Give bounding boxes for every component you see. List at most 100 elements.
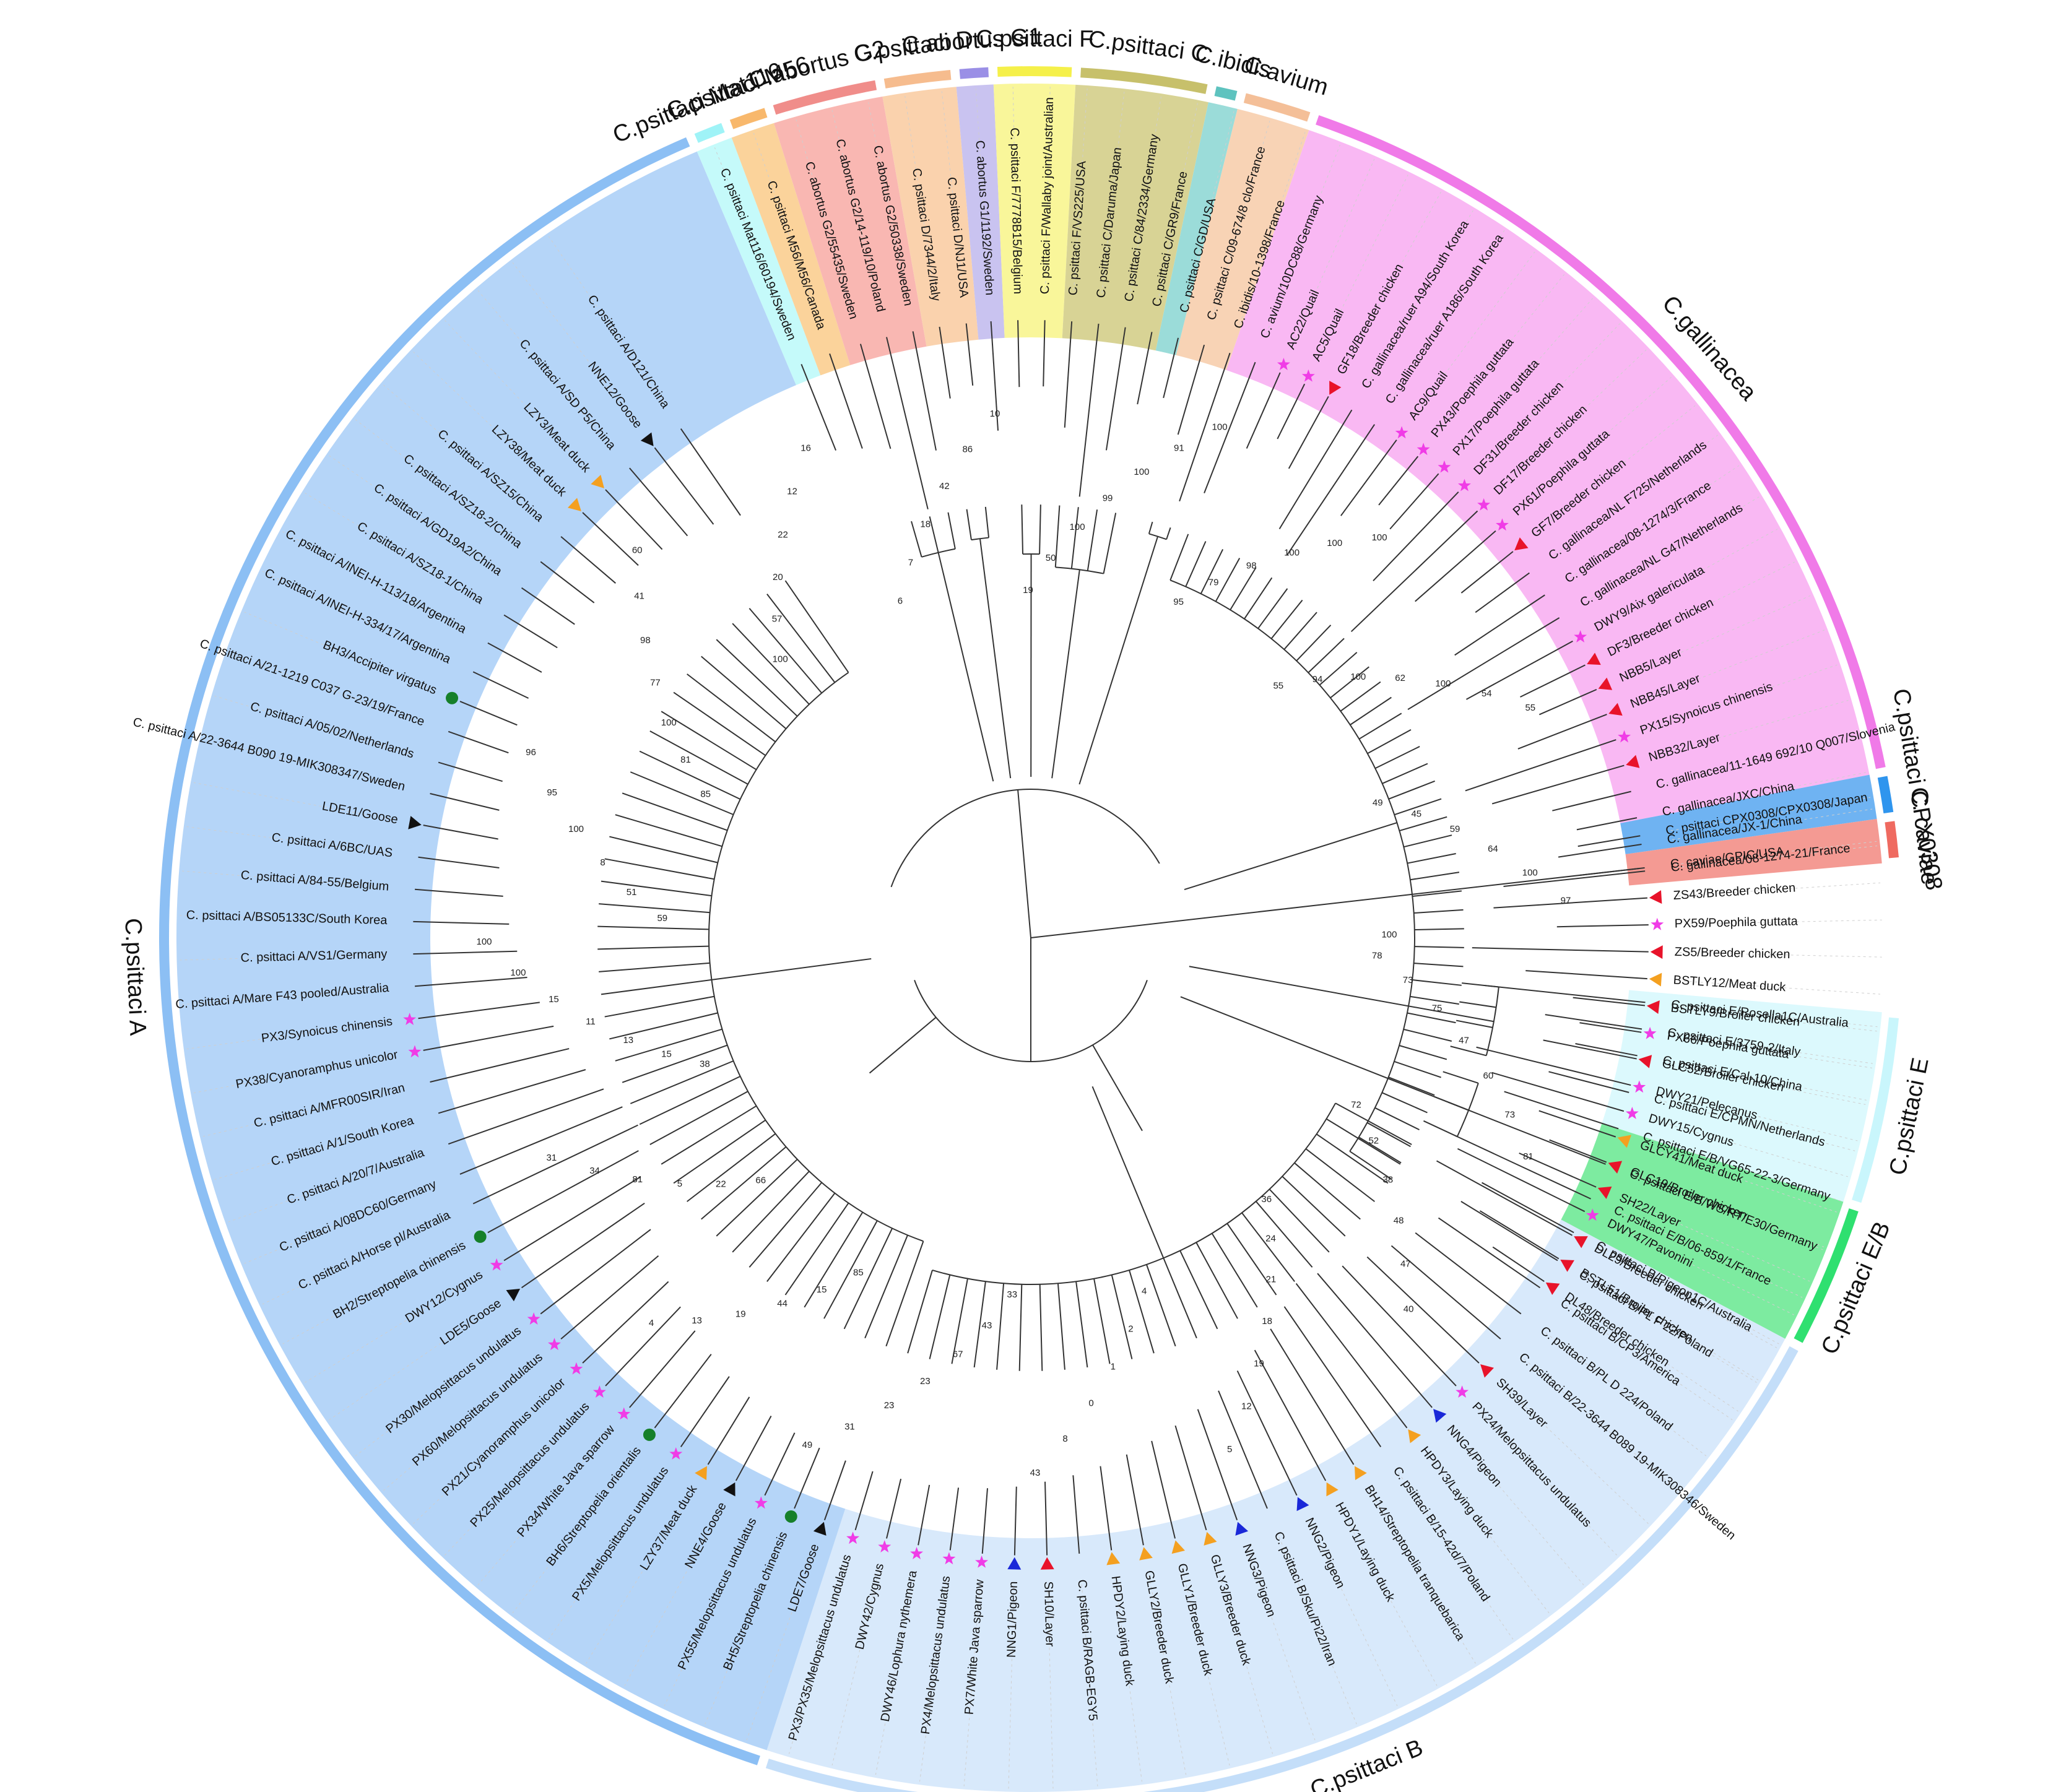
bootstrap-value: 73 [1504, 1109, 1515, 1120]
leaf-guide [1519, 376, 1672, 511]
leaf-guide [1212, 121, 1270, 316]
leaf-guide [228, 1154, 420, 1223]
branch [951, 1278, 968, 1364]
triangle-marker-icon [1638, 1055, 1652, 1068]
clade-label-c-caviae: C. caviae [1906, 786, 1943, 886]
leaf-guide [975, 88, 989, 291]
branch [1525, 970, 1647, 980]
branch [947, 512, 956, 549]
bootstrap-value: 64 [1488, 844, 1498, 854]
bootstrap-value: 94 [1313, 674, 1323, 685]
leaf-guide [1266, 144, 1340, 334]
leaf-guide [477, 1431, 610, 1585]
branch [886, 1478, 902, 1539]
leaf-guide [1584, 1276, 1757, 1383]
leaf-guide [1452, 1431, 1584, 1585]
leaf-guide [1625, 595, 1811, 678]
sector-c-abortus-g2 [774, 96, 927, 365]
bootstrap-value: 95 [1173, 597, 1184, 607]
branch [1573, 997, 1646, 1006]
bootstrap-value: 23 [920, 1376, 931, 1387]
leaf-guide-lines [180, 87, 1882, 1789]
branch [1269, 1188, 1330, 1253]
branch [430, 793, 500, 811]
branch [687, 673, 776, 743]
branch [990, 321, 999, 431]
leaf-guide [1499, 349, 1647, 490]
branch [1483, 984, 1646, 1003]
leaf-guide [1672, 1033, 1873, 1064]
triangle-marker-icon [1106, 1552, 1121, 1565]
leaf-guide [1659, 1099, 1855, 1151]
bootstrap-value: 5 [677, 1179, 682, 1189]
sector-c-psittaci-f [993, 84, 1076, 339]
triangle-marker-icon [695, 1466, 707, 1481]
branch [1226, 1223, 1277, 1296]
leaf-guide [1157, 103, 1198, 302]
leaf-guide [1115, 1580, 1142, 1782]
star-marker-icon [1301, 369, 1315, 382]
branch [1054, 505, 1061, 568]
star-marker-icon [570, 1362, 583, 1375]
leaf-guide [355, 419, 516, 543]
star-marker-icon [1438, 460, 1451, 473]
branch [1185, 541, 1207, 587]
branch [1410, 872, 1460, 881]
bootstrap-value: 66 [755, 1175, 766, 1186]
branch [661, 711, 757, 771]
bootstrap-value: 81 [1523, 1151, 1534, 1162]
branch [1491, 764, 1625, 805]
branch [622, 792, 728, 831]
leaf-guide [1340, 1507, 1438, 1686]
leaf-guide [1654, 699, 1849, 758]
branch [1543, 1039, 1637, 1060]
branch [1017, 789, 1031, 938]
triangle-marker-icon [640, 432, 654, 446]
branch [1044, 1481, 1048, 1556]
star-marker-icon [1395, 426, 1408, 439]
ring-c-psittaci-f [997, 66, 1072, 77]
bootstrap-value: 15 [817, 1284, 827, 1295]
branch [1270, 1328, 1355, 1465]
branch [1296, 625, 1332, 662]
clade-label-c-psittaci-a: C.psittaci A [119, 917, 150, 1036]
branch [487, 642, 542, 673]
branch [540, 561, 595, 604]
branch [1093, 1278, 1111, 1364]
bootstrap-value: 34 [589, 1166, 600, 1176]
leaf-guide [1047, 1586, 1054, 1789]
branch [984, 506, 990, 538]
bootstrap-value: 100 [1350, 672, 1366, 682]
branch [794, 1447, 820, 1509]
branch [472, 1124, 638, 1205]
branch [1295, 1283, 1408, 1429]
branch [764, 1432, 796, 1496]
leaf-guide [1672, 1036, 1872, 1068]
branch [629, 1330, 696, 1408]
bootstrap-value: 98 [1246, 561, 1257, 571]
branch [1270, 599, 1303, 639]
bootstrap-value: 73 [1403, 975, 1413, 985]
branch [1241, 1212, 1295, 1282]
branch [418, 1002, 540, 1019]
triangle-marker-icon [1608, 703, 1623, 716]
branch [1316, 1133, 1389, 1184]
branch [487, 1150, 639, 1234]
sector-c-psittaci-c [1062, 84, 1208, 351]
leaf-guide [1586, 496, 1759, 602]
branch [1169, 579, 1415, 1152]
triangle-marker-icon [1204, 1531, 1217, 1546]
circle-marker-icon [446, 691, 459, 704]
leaf-label: PX59/Poephila guttata [1675, 914, 1798, 930]
star-marker-icon [1495, 518, 1509, 531]
leaf-guide [1239, 132, 1306, 324]
leaf-guide [705, 1537, 783, 1725]
leaf-guide [1676, 1005, 1878, 1028]
triangle-marker-icon [1235, 1521, 1249, 1536]
bootstrap-value: 31 [844, 1422, 855, 1432]
branch [1410, 995, 1459, 1005]
branch [1415, 530, 1496, 602]
branch [639, 1075, 741, 1125]
bootstrap-value: 75 [1432, 1003, 1443, 1014]
branch [1330, 666, 1369, 699]
